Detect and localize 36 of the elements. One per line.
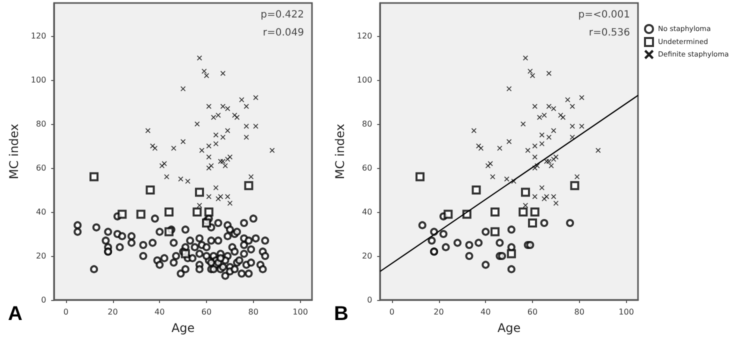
x-tick-label: 60 [527,308,538,316]
x-tick-label: 100 [618,308,634,316]
y-axis-title: MC index [333,124,347,180]
y-tick-label: 0 [367,296,372,304]
x-tick-label: 100 [292,308,308,316]
x-axis-title: Age [171,321,195,335]
x-tick-label: 0 [63,308,68,316]
y-tick-label: 60 [362,164,372,172]
x-tick-label: 60 [201,308,212,316]
x-tick-label: 80 [574,308,584,316]
x-tick-label: 40 [154,308,165,316]
y-tick-label: 20 [36,252,46,260]
annotation: r=0.536 [588,28,630,38]
y-axis-title: MC index [7,124,21,180]
annotation: p=<0.001 [578,10,630,20]
y-tick-label: 80 [362,120,372,128]
x-tick-label: 80 [248,308,258,316]
y-tick-label: 120 [30,32,46,40]
y-tick-label: 120 [356,32,372,40]
y-tick-label: 0 [41,296,46,304]
y-tick-label: 100 [356,76,372,84]
x-tick-label: 0 [389,308,394,316]
y-tick-label: 40 [36,208,46,216]
text: A [8,303,22,325]
x-tick-label: 20 [108,308,118,316]
y-tick-label: 80 [36,120,46,128]
y-tick-label: 20 [362,252,372,260]
x-axis-title: Age [497,321,521,335]
y-tick-label: 60 [36,164,46,172]
y-tick-label: 40 [362,208,372,216]
text: B [334,303,348,325]
y-tick-label: 100 [30,76,46,84]
x-tick-label: 20 [434,308,444,316]
x-tick-label: 40 [480,308,491,316]
annotation: p=0.422 [260,10,304,20]
annotation: r=0.049 [262,28,304,38]
